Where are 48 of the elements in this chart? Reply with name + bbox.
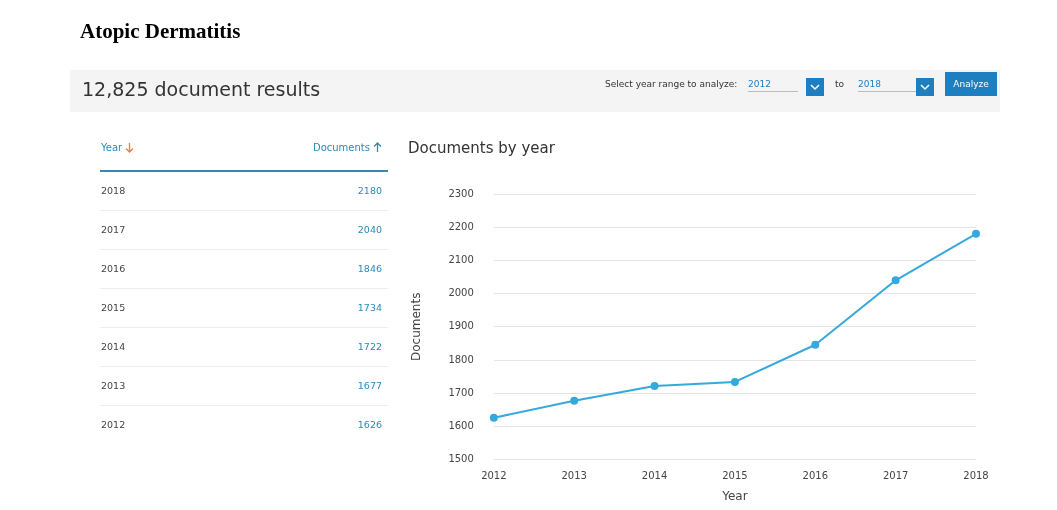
data-label: 1722 (357, 340, 382, 354)
x-tick-label: 2017 (882, 470, 909, 482)
y-tick-label: 2200 (448, 220, 474, 232)
x-tick-label: 2015 (722, 470, 748, 482)
x-tick-label: 2018 (963, 470, 989, 482)
text: 2012 (748, 79, 798, 92)
point (489, 413, 498, 422)
text: Year (101, 142, 123, 155)
y-axis-title: Documents (409, 292, 424, 362)
y-tick-label: 1700 (448, 386, 474, 398)
data-label: 1734 (357, 301, 382, 315)
point (891, 276, 900, 285)
x-tick-label: 2012 (481, 470, 507, 482)
point (570, 396, 579, 405)
button: Analyze (945, 72, 997, 96)
y-tick-label: 2300 (448, 187, 474, 199)
chart-title: Atopic Dermatitis (80, 19, 241, 44)
data-label: 2180 (357, 184, 382, 198)
y-tick-label: 2017 (101, 223, 126, 237)
text: to (835, 79, 845, 89)
y-tick-label: 2013 (101, 379, 126, 393)
data-label: 1677 (357, 379, 382, 393)
y-tick-label: 2100 (448, 253, 474, 265)
y-tick-label: 2015 (101, 301, 126, 315)
y-tick-label: 2016 (101, 262, 126, 276)
y-tick-label: 1500 (448, 453, 474, 465)
x-tick-label: 2013 (561, 470, 587, 482)
text: 2018 (858, 79, 932, 92)
point (730, 377, 739, 386)
y-tick-label: 2000 (448, 287, 474, 299)
chart-title: Documents by year (408, 139, 555, 157)
y-tick-label: 1600 (448, 419, 474, 431)
x-tick-label: 2016 (802, 470, 829, 482)
data-label: 1846 (357, 262, 382, 276)
y-tick-label: 2012 (101, 418, 126, 432)
chart-subtitle: 12,825 document results (82, 78, 321, 100)
data-label: 2040 (357, 223, 382, 237)
point (650, 381, 659, 390)
y-tick-label: 1900 (448, 320, 474, 332)
point (811, 340, 820, 349)
text: Select year range to analyze: (605, 79, 738, 89)
x-tick-label: 2014 (641, 470, 668, 482)
data-label: 1626 (357, 418, 382, 432)
y-tick-label: 1800 (448, 353, 474, 365)
y-tick-label: 2014 (101, 340, 126, 354)
x-axis-title: Year (721, 488, 748, 503)
point (972, 229, 980, 238)
y-tick-label: 2018 (101, 184, 126, 198)
